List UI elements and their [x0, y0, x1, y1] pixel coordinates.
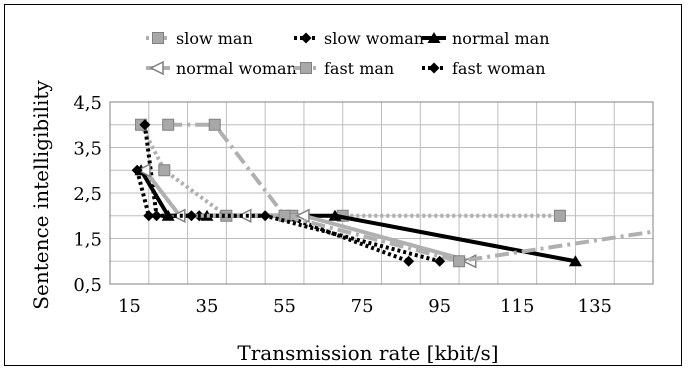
diamond-marker: [300, 32, 312, 44]
triangle-left-marker: [149, 60, 164, 76]
diamond-marker: [259, 210, 271, 222]
diamond-marker: [131, 164, 143, 176]
legend-entry: fast man: [294, 59, 394, 78]
legend-label: fast man: [324, 59, 394, 78]
square-marker: [208, 118, 221, 131]
legend-entry: slow man: [146, 29, 253, 48]
x-tick-label: 75: [351, 296, 374, 317]
legend-label: fast woman: [452, 59, 546, 78]
square-marker: [152, 32, 164, 44]
x-axis-label: Transmission rate [kbit/s]: [237, 341, 498, 365]
y-axis-label: Sentence intelligibility: [29, 80, 53, 310]
legend: slow man slow woman normal man normal woman…: [146, 29, 550, 78]
triangle-left-marker: [237, 208, 252, 223]
diamond-marker: [185, 210, 197, 222]
triangle-left-marker: [136, 163, 151, 178]
square-marker: [453, 255, 466, 268]
legend-entry: fast woman: [422, 59, 546, 78]
triangle-marker: [427, 32, 441, 43]
diamond-marker: [139, 119, 151, 131]
series-layer: [131, 118, 654, 269]
x-tick-label: 55: [273, 296, 296, 317]
x-tick-label: 15: [118, 296, 141, 317]
y-tick-label: 0,5: [73, 275, 102, 296]
square-marker: [158, 164, 171, 177]
series-fast-woman: [131, 164, 446, 267]
diamond-marker: [428, 62, 440, 74]
legend-label: slow woman: [324, 29, 424, 48]
series-line: [135, 169, 441, 264]
series-line: [168, 122, 654, 264]
tick-labels: 0,5 1,5 2,5 3,5 4,5 15 35 55 75 95 115 135: [73, 93, 612, 317]
legend-label: normal woman: [176, 59, 297, 78]
square-marker: [553, 209, 566, 222]
y-tick-label: 2,5: [73, 184, 102, 205]
square-marker: [300, 62, 312, 74]
triangle-left-marker: [171, 208, 186, 223]
legend-entry: slow woman: [294, 29, 424, 48]
x-tick-label: 115: [500, 296, 534, 317]
x-tick-label: 135: [578, 296, 612, 317]
series-fast-man: [162, 118, 654, 268]
legend-label: slow man: [176, 29, 253, 48]
diamond-marker: [143, 210, 155, 222]
square-marker: [162, 118, 175, 131]
grid-lines: [109, 101, 654, 285]
legend-entry: normal woman: [146, 59, 297, 78]
triangle-left-marker: [295, 208, 310, 223]
legend-entry: normal man: [422, 29, 550, 48]
diamond-marker: [403, 255, 415, 267]
series-line: [139, 123, 560, 218]
triangle-marker: [568, 255, 582, 267]
y-tick-label: 4,5: [73, 93, 102, 114]
x-tick-label: 95: [428, 296, 451, 317]
x-tick-label: 35: [196, 296, 219, 317]
plot-area-border: [109, 101, 654, 285]
y-tick-label: 3,5: [73, 139, 102, 160]
legend-label: normal man: [452, 29, 550, 48]
square-marker: [278, 209, 291, 222]
triangle-marker: [328, 209, 342, 221]
diamond-marker: [434, 255, 446, 267]
y-tick-label: 1,5: [73, 230, 102, 251]
